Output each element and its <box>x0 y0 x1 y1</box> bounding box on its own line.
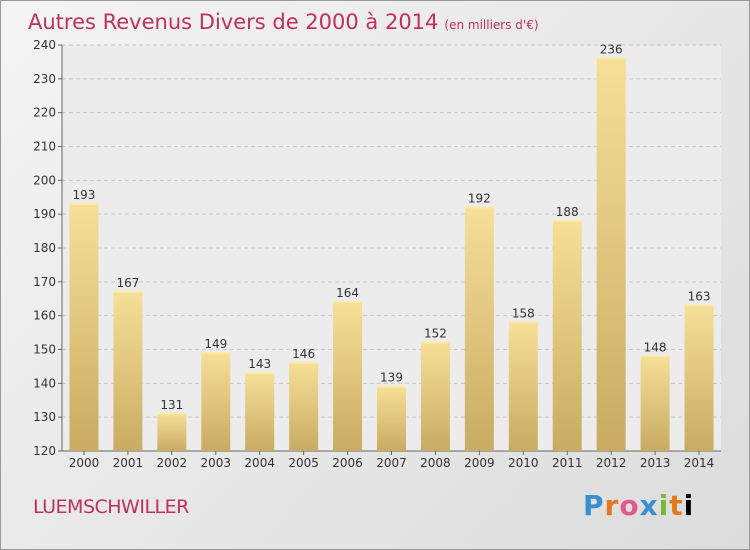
bar <box>333 302 363 451</box>
data-label: 148 <box>644 340 667 354</box>
bar <box>596 58 626 452</box>
y-tick-label: 120 <box>33 444 56 458</box>
bar <box>377 386 406 451</box>
chart-title-text: Autres Revenus Divers de 2000 à 2014 <box>28 10 439 34</box>
chart-subtitle: (en milliers d'€) <box>444 18 539 32</box>
bar <box>508 322 538 451</box>
y-tick-label: 180 <box>33 241 56 255</box>
y-tick-label: 210 <box>33 140 56 154</box>
x-tick-label: 2000 <box>69 456 100 470</box>
data-label: 143 <box>248 357 271 371</box>
bar <box>157 413 187 451</box>
data-label: 167 <box>116 276 139 290</box>
bar <box>201 352 231 451</box>
chart-title: Autres Revenus Divers de 2000 à 2014 (en … <box>28 10 539 34</box>
bar <box>552 220 582 451</box>
data-label: 192 <box>468 191 491 205</box>
data-label: 149 <box>204 337 227 351</box>
data-label: 163 <box>688 290 711 304</box>
data-label: 139 <box>380 371 403 385</box>
bar <box>640 356 670 451</box>
y-tick-label: 170 <box>33 275 56 289</box>
data-label: 152 <box>424 327 447 341</box>
data-label: 188 <box>556 205 579 219</box>
proxiti-logo: Proxiti <box>583 489 695 522</box>
x-tick-label: 2004 <box>244 456 275 470</box>
x-tick-label: 2005 <box>288 456 319 470</box>
x-tick-label: 2007 <box>376 456 407 470</box>
bar <box>289 363 319 451</box>
y-tick-label: 230 <box>33 72 56 86</box>
y-tick-label: 190 <box>33 207 56 221</box>
bar <box>420 342 450 451</box>
y-tick-label: 150 <box>33 343 56 357</box>
bar <box>113 291 143 451</box>
y-tick-label: 200 <box>33 173 56 187</box>
x-tick-label: 2012 <box>596 456 627 470</box>
x-tick-label: 2010 <box>508 456 539 470</box>
x-tick-label: 2006 <box>332 456 363 470</box>
bar <box>684 305 714 451</box>
x-tick-label: 2009 <box>464 456 495 470</box>
x-tick-label: 2002 <box>157 456 188 470</box>
data-label: 131 <box>160 398 183 412</box>
x-tick-label: 2008 <box>420 456 451 470</box>
y-tick-label: 220 <box>33 106 56 120</box>
data-label: 236 <box>600 43 623 57</box>
bar <box>245 373 275 451</box>
data-label: 164 <box>336 286 359 300</box>
x-tick-label: 2013 <box>640 456 671 470</box>
x-tick-label: 2003 <box>200 456 231 470</box>
data-label: 146 <box>292 347 315 361</box>
commune-name: LUEMSCHWILLER <box>33 496 189 518</box>
y-tick-label: 130 <box>33 410 56 424</box>
data-label: 158 <box>512 306 535 320</box>
y-tick-label: 140 <box>33 376 56 390</box>
bar <box>464 207 494 451</box>
x-tick-label: 2014 <box>684 456 715 470</box>
y-tick-label: 160 <box>33 309 56 323</box>
x-tick-label: 2001 <box>113 456 144 470</box>
x-tick-label: 2011 <box>552 456 583 470</box>
y-tick-label: 240 <box>33 38 56 52</box>
data-label: 193 <box>73 188 96 202</box>
bar <box>69 204 99 451</box>
